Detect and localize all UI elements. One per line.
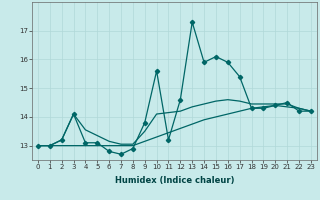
X-axis label: Humidex (Indice chaleur): Humidex (Indice chaleur): [115, 176, 234, 185]
